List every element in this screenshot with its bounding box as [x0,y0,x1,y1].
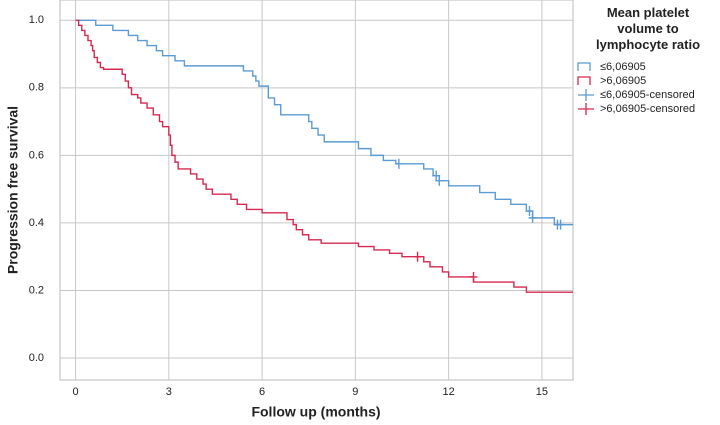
x-tick-label: 9 [352,386,358,398]
y-tick-label: 0.8 [29,82,44,94]
censor-mark [525,206,534,217]
x-tick-label: 3 [166,386,172,398]
y-tick-label: 0.2 [29,284,44,296]
censor-mark [413,251,422,262]
y-tick-label: 0.0 [29,352,44,364]
legend-label: ≤6,06905-censored [600,89,695,101]
x-tick-label: 6 [259,386,265,398]
y-tick-label: 0.4 [29,217,44,229]
legend-label: ≤6,06905 [600,61,646,73]
legend-swatch [578,89,594,101]
y-tick-label: 1.0 [29,14,44,26]
survival-curve [75,19,573,293]
y-axis-title: Progression free survival [5,106,21,274]
legend-swatch [577,76,591,85]
censor-mark [469,271,478,282]
censor-mark [432,170,441,181]
legend-title: Mean platelet volume to lymphocyte ratio [596,5,700,52]
y-tick-label: 0.6 [29,149,44,161]
plot-frame [59,0,574,381]
censor-mark [435,175,444,186]
legend-label: >6,06905 [600,75,646,87]
legend-swatch [578,103,594,115]
x-axis-title: Follow up (months) [251,404,380,420]
legend-swatch [577,62,591,71]
survival-curve [75,19,573,226]
censor-mark [556,219,565,230]
x-tick-label: 12 [443,386,455,398]
x-tick-label: 0 [72,386,78,398]
x-tick-label: 15 [536,386,548,398]
censor-mark [528,212,537,223]
legend-label: >6,06905-censored [600,103,695,115]
censor-mark [394,158,403,169]
